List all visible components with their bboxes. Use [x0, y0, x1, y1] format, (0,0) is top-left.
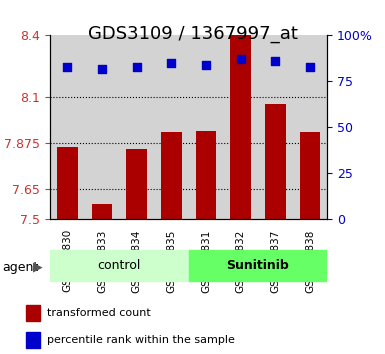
Point [64, 64, 70, 69]
Point [134, 64, 140, 69]
Point [238, 57, 244, 62]
Bar [50, 35, 85, 219]
Bar [57, 147, 78, 219]
Point [168, 60, 174, 66]
Bar [92, 204, 112, 219]
Text: transformed count: transformed count [47, 308, 151, 318]
Point [99, 66, 105, 72]
Bar [119, 35, 154, 219]
Point [307, 64, 313, 69]
Bar [196, 131, 216, 219]
Bar [189, 35, 223, 219]
Point [203, 62, 209, 68]
Bar [258, 35, 293, 219]
Bar [126, 149, 147, 219]
Bar [85, 35, 119, 219]
Text: GDS3109 / 1367997_at: GDS3109 / 1367997_at [87, 25, 298, 43]
Text: percentile rank within the sample: percentile rank within the sample [47, 335, 235, 345]
Bar [230, 35, 251, 219]
Point [272, 58, 278, 64]
Bar [293, 35, 327, 219]
Bar [265, 104, 286, 219]
Bar [161, 132, 182, 219]
Text: control: control [98, 259, 141, 272]
Text: agent: agent [2, 261, 38, 274]
Bar [26, 332, 40, 348]
Bar [223, 35, 258, 219]
Bar [300, 132, 320, 219]
Bar [26, 305, 40, 321]
FancyBboxPatch shape [50, 250, 189, 281]
FancyBboxPatch shape [189, 250, 327, 281]
Text: Sunitinib: Sunitinib [227, 259, 289, 272]
Bar [154, 35, 189, 219]
Text: ▶: ▶ [33, 261, 42, 274]
